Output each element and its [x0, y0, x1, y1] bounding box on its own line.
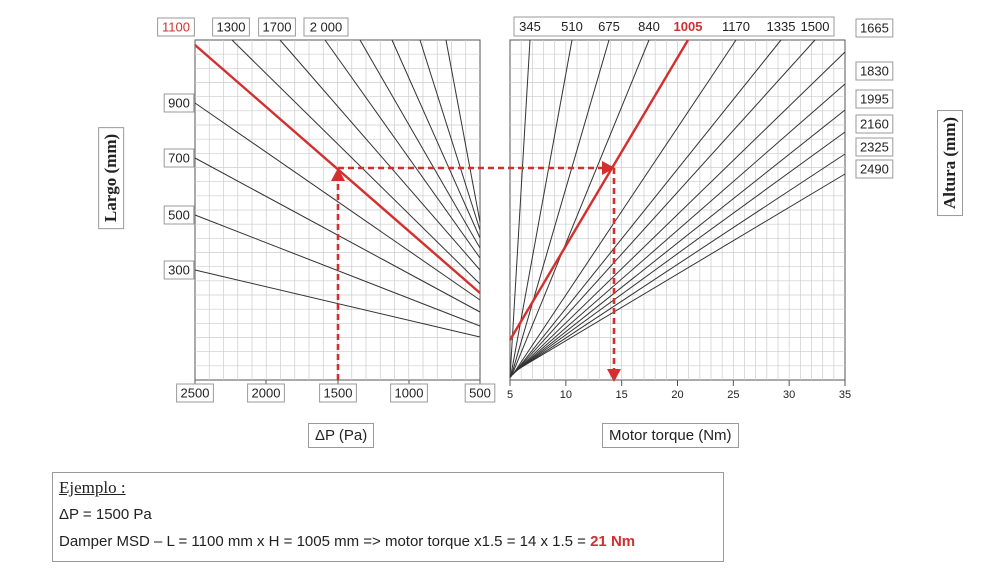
left-y-tick-label: 500: [168, 208, 190, 223]
left-y-tick-label-box: [163, 93, 195, 113]
right-series-line: [515, 153, 846, 372]
left-x-tick-label: 1500: [324, 386, 353, 401]
left-x-tick-label: 2500: [181, 386, 210, 401]
left-y-axis-label: Largo (mm): [98, 126, 125, 230]
left-series-line: [194, 214, 481, 327]
left-x-tick-label: 1000: [395, 386, 424, 401]
right-series-line: [512, 39, 737, 376]
right-series-label: 510: [561, 19, 583, 34]
right-series-label: 1830: [860, 64, 889, 79]
right-series-line: [513, 39, 816, 375]
right-series-label: 1170: [722, 19, 750, 34]
left-x-axis-label: ΔP (Pa): [308, 423, 375, 448]
right-series-label-box: [855, 89, 894, 109]
right-series-label-box: [855, 159, 894, 179]
left-x-tick-label-box: [390, 383, 428, 403]
right-series-label-box: [855, 18, 894, 38]
left-y-tick-label: 300: [168, 263, 190, 278]
right-series-line: [511, 39, 650, 377]
right-series-label: 1335: [767, 19, 796, 34]
right-series-label: 675: [598, 19, 620, 34]
right-x-axis-label: Motor torque (Nm): [602, 423, 739, 448]
left-series-label-box: [258, 17, 296, 37]
right-highlight-line: [508, 39, 690, 341]
example-box: Ejemplo : ΔP = 1500 Pa Damper MSD – L = …: [52, 472, 724, 562]
right-series-label-box: [855, 61, 894, 81]
left-series-label: 1700: [263, 20, 292, 35]
right-x-tick-label: 5: [507, 389, 513, 401]
right-series-label-box: [855, 137, 894, 157]
right-series-label: 840: [638, 19, 660, 34]
left-x-tick-label-box: [176, 383, 214, 403]
left-series-label-box: [212, 17, 250, 37]
arrow-right-head: [602, 161, 615, 175]
right-y-axis-label: Altura (mm): [937, 109, 964, 217]
right-x-tick-label: 25: [727, 389, 739, 401]
left-series-label: 1100: [162, 20, 190, 35]
right-top-label-strip: [513, 16, 835, 37]
left-chart-panel: 1100 1300 1700 2 000 900 700 500 300 2500 2000 150…: [157, 17, 496, 403]
right-chart-panel: 345 510 675 840 1005 1170 1335 1500 166518301995…: [507, 16, 894, 401]
right-series-label-box: [855, 114, 894, 134]
right-series-line: [516, 173, 846, 371]
left-series-line: [279, 39, 481, 271]
left-x-tick-label: 2000: [252, 386, 281, 401]
left-series-line: [194, 269, 481, 338]
right-x-tick-label: 10: [560, 389, 572, 401]
right-series-label: 345: [519, 19, 541, 34]
right-x-tick-label: 15: [616, 389, 628, 401]
left-series-label: 2 000: [310, 20, 343, 35]
left-y-tick-label-box: [163, 148, 195, 168]
left-series-line: [391, 39, 481, 239]
right-series-line: [509, 39, 531, 379]
left-y-tick-label: 700: [168, 151, 190, 166]
right-series-line: [514, 83, 846, 373]
left-series-label-box: [157, 17, 195, 37]
right-x-tick-label: 20: [671, 389, 683, 401]
right-series-label: 2490: [860, 162, 889, 177]
right-series-line: [513, 51, 846, 374]
right-series-label: 1500: [801, 19, 830, 34]
right-series-label: 2325: [860, 140, 889, 155]
left-series-line: [194, 102, 481, 301]
left-x-tick-label-box: [464, 383, 496, 403]
right-series-label: 2160: [860, 117, 889, 132]
right-series-label: 1665: [860, 21, 889, 36]
right-series-label: 1005: [674, 19, 703, 34]
left-series-line: [419, 39, 481, 231]
right-x-tick-label: 30: [783, 389, 795, 401]
right-series-line: [512, 39, 782, 375]
arrow-up-head: [331, 168, 345, 181]
left-x-tick-label-box: [319, 383, 357, 403]
right-x-tick-label: 35: [839, 389, 851, 401]
left-y-tick-label: 900: [168, 96, 190, 111]
example-calculation-line: Damper MSD – L = 1100 mm x H = 1005 mm =…: [59, 533, 635, 550]
left-series-line: [359, 39, 481, 249]
right-series-line: [514, 109, 846, 373]
left-series-line: [324, 39, 481, 259]
left-series-label: 1300: [217, 20, 246, 35]
arrow-down-head: [607, 369, 621, 382]
left-x-tick-label-box: [247, 383, 285, 403]
left-series-line: [231, 39, 481, 285]
left-y-tick-label-box: [163, 205, 195, 225]
right-series-line: [515, 131, 846, 372]
example-title: Ejemplo :: [59, 478, 126, 497]
example-result: 21 Nm: [590, 533, 636, 550]
left-y-tick-label-box: [163, 260, 195, 280]
right-series-line: [510, 39, 610, 377]
chart-canvas: 1100 1300 1700 2 000 900 700 500 300 2500 2000 150…: [157, 16, 894, 403]
left-series-label-box: [303, 17, 349, 37]
example-calculation-text: Damper MSD – L = 1100 mm x H = 1005 mm =…: [59, 533, 591, 550]
example-pressure-line: ΔP = 1500 Pa: [59, 506, 152, 523]
left-x-tick-label: 500: [469, 386, 491, 401]
right-series-label: 1995: [860, 92, 889, 107]
left-series-line: [445, 39, 481, 223]
example-path-arrows: [331, 161, 621, 382]
